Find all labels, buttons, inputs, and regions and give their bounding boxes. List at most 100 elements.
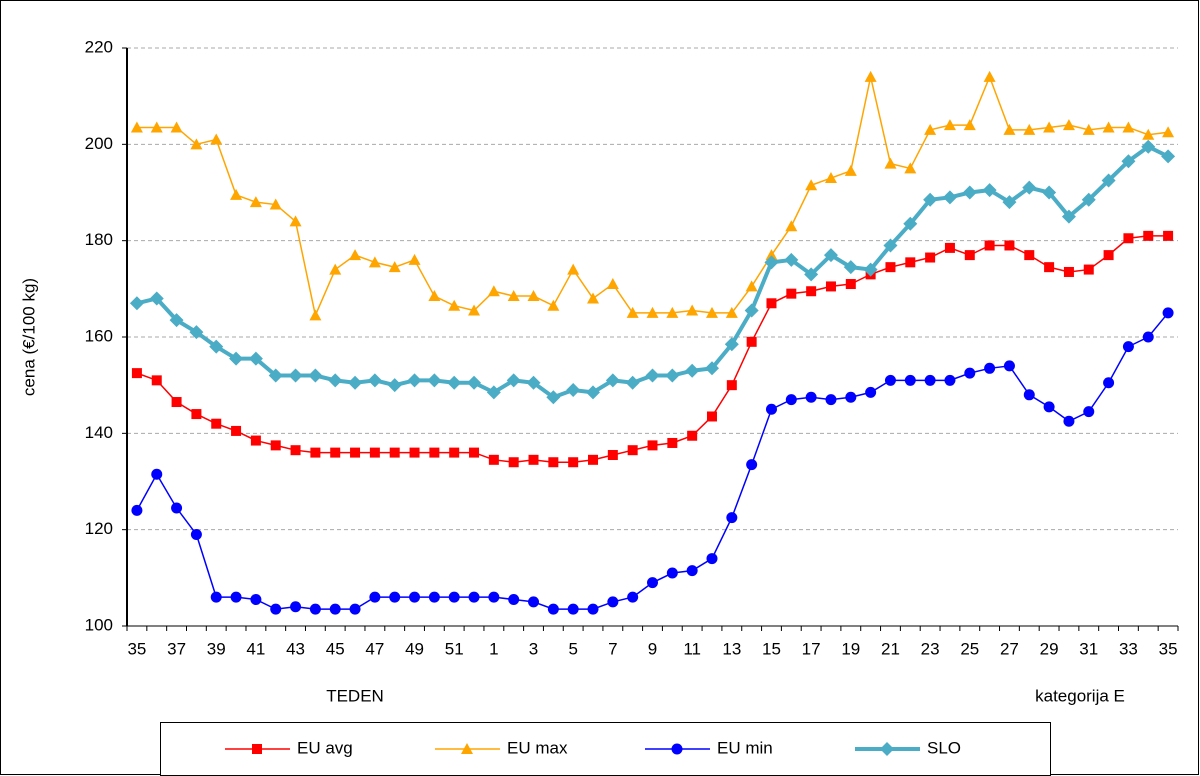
marker (964, 367, 976, 379)
marker (149, 291, 164, 306)
marker (547, 603, 559, 615)
marker (389, 591, 401, 603)
legend-marker (880, 742, 894, 756)
marker (1082, 123, 1095, 135)
marker (647, 440, 658, 451)
marker (1142, 128, 1155, 140)
marker (1103, 250, 1114, 261)
legend-label: EU min (717, 738, 773, 757)
marker (1063, 415, 1075, 427)
marker (843, 260, 858, 275)
marker (1161, 149, 1176, 164)
x-tick-label: 21 (881, 639, 900, 658)
marker (587, 603, 599, 615)
marker (568, 457, 579, 468)
marker (369, 447, 380, 458)
x-tick-label: 35 (127, 639, 146, 658)
marker (1123, 233, 1134, 244)
x-tick-label: 3 (529, 639, 538, 658)
marker (607, 450, 618, 461)
marker (944, 242, 955, 253)
x-tick-label: 1 (489, 639, 498, 658)
marker (1162, 126, 1175, 138)
x-tick-label: 7 (608, 639, 617, 658)
marker (962, 185, 977, 200)
marker (268, 368, 283, 383)
y-tick-label: 220 (85, 37, 113, 56)
marker (248, 351, 263, 366)
marker (211, 418, 222, 429)
x-tick-label: 9 (648, 639, 657, 658)
marker (310, 447, 321, 458)
marker (665, 368, 680, 383)
marker (468, 304, 481, 316)
marker (469, 447, 480, 458)
marker (924, 123, 937, 135)
marker (744, 303, 759, 318)
marker (150, 121, 163, 133)
marker (1022, 180, 1037, 195)
marker (646, 306, 659, 318)
marker (567, 263, 580, 275)
marker (528, 454, 539, 465)
marker (567, 603, 579, 615)
marker (249, 196, 262, 208)
legend-marker (252, 744, 262, 754)
marker (627, 445, 638, 456)
marker (824, 172, 837, 184)
x-axis-label: TEDEN (326, 686, 384, 705)
marker (1083, 264, 1094, 275)
marker (923, 192, 938, 207)
marker (1003, 123, 1016, 135)
x-tick-label: 17 (802, 639, 821, 658)
marker (606, 278, 619, 290)
marker (845, 391, 857, 403)
marker (1023, 123, 1036, 135)
legend-label: SLO (927, 738, 961, 757)
marker (526, 375, 541, 390)
y-tick-label: 160 (85, 326, 113, 345)
marker (1023, 389, 1035, 401)
marker (408, 253, 421, 265)
marker (1043, 121, 1056, 133)
marker (825, 281, 836, 292)
marker (427, 373, 442, 388)
marker (1101, 173, 1116, 188)
marker (270, 440, 281, 451)
marker (269, 198, 282, 210)
marker (1102, 121, 1115, 133)
marker (864, 70, 877, 82)
marker (191, 409, 202, 420)
marker (1043, 401, 1055, 413)
marker (626, 306, 639, 318)
marker (1024, 250, 1035, 261)
marker (290, 601, 302, 613)
marker (667, 437, 678, 448)
marker (1042, 185, 1057, 200)
marker (229, 351, 244, 366)
marker (548, 457, 559, 468)
marker (409, 447, 420, 458)
marker (1103, 377, 1115, 389)
marker (151, 375, 162, 386)
marker (349, 603, 361, 615)
marker (428, 290, 441, 302)
marker (746, 336, 757, 347)
marker (725, 306, 738, 318)
marker (685, 363, 700, 378)
marker (686, 304, 699, 316)
x-tick-label: 15 (762, 639, 781, 658)
marker (1061, 209, 1076, 224)
marker (984, 362, 996, 374)
marker (171, 397, 182, 408)
marker (527, 290, 540, 302)
marker (627, 591, 639, 603)
marker (1121, 154, 1136, 169)
y-tick-label: 180 (85, 230, 113, 249)
marker (309, 603, 321, 615)
x-tick-label: 19 (841, 639, 860, 658)
marker (884, 157, 897, 169)
marker (388, 261, 401, 273)
marker (467, 375, 482, 390)
